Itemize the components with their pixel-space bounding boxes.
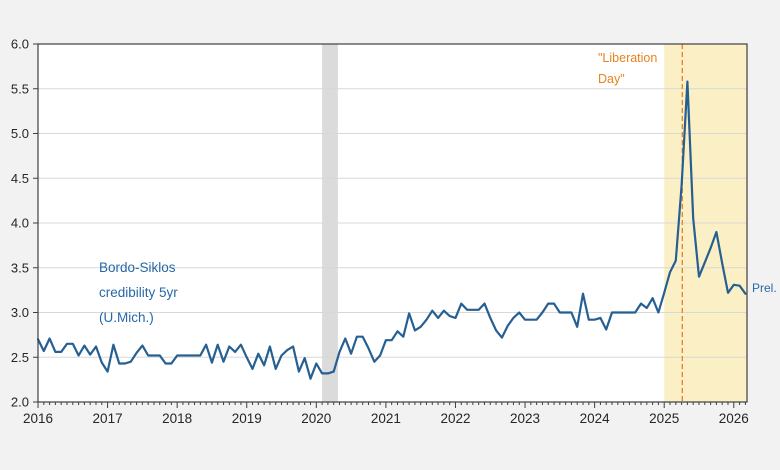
y-axis-tick-label: 2.5 — [11, 350, 29, 365]
x-axis-tick-label: 2017 — [93, 411, 123, 426]
x-axis-tick-label: 2016 — [23, 411, 53, 426]
x-axis-tick-label: 2024 — [580, 411, 611, 426]
y-axis-tick-label: 3.0 — [11, 305, 29, 320]
y-axis-tick-label: 4.5 — [11, 171, 29, 186]
x-axis-tick-label: 2021 — [371, 411, 401, 426]
x-axis-tick-label: 2022 — [440, 411, 470, 426]
y-axis-tick-label: 4.0 — [11, 216, 29, 231]
x-axis-tick-label: 2018 — [162, 411, 192, 426]
y-axis-tick-label: 2.0 — [11, 395, 29, 410]
x-axis-tick-label: 2019 — [232, 411, 262, 426]
y-axis-tick-label: 6.0 — [11, 37, 29, 52]
y-axis-tick-label: 5.5 — [11, 81, 29, 96]
x-axis-tick-label: 2025 — [649, 411, 679, 426]
x-axis-tick-label: 2020 — [301, 411, 331, 426]
y-axis-tick-label: 5.0 — [11, 126, 29, 141]
y-axis-tick-label: 3.5 — [11, 260, 29, 275]
x-axis-tick-label: 2026 — [719, 411, 749, 426]
data-line — [36, 80, 747, 380]
x-axis-tick-label: 2023 — [510, 411, 540, 426]
